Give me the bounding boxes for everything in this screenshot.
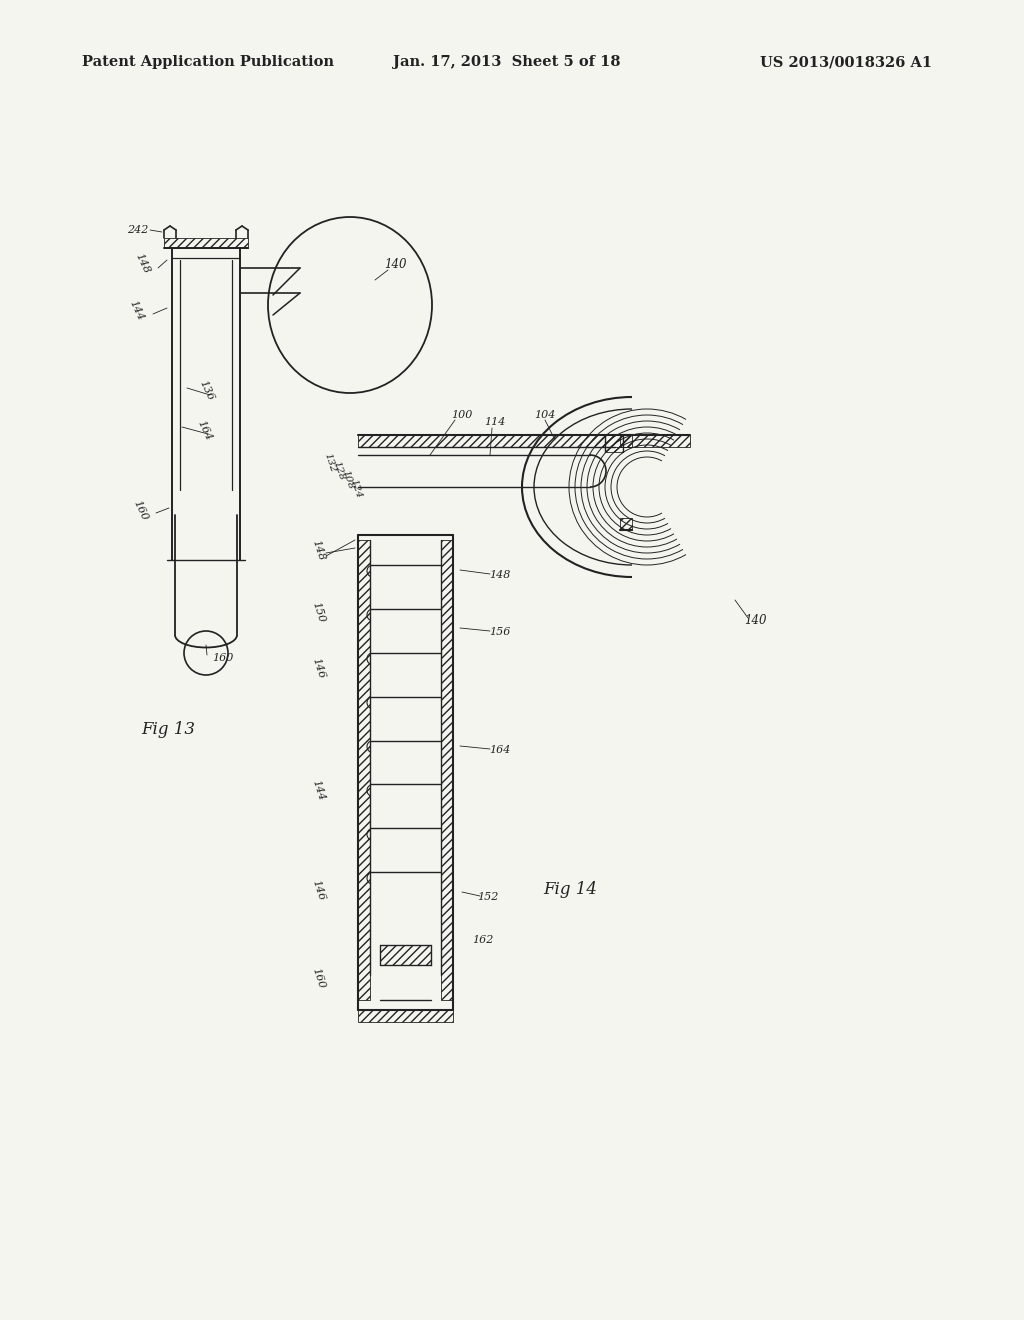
Text: 160: 160 (212, 653, 233, 663)
Text: 144: 144 (310, 779, 326, 801)
Text: 140: 140 (384, 259, 407, 272)
Text: 164: 164 (489, 744, 511, 755)
Text: 146: 146 (310, 656, 326, 680)
Bar (358, 436, 690, 447)
Text: 128: 128 (332, 461, 346, 482)
Text: US 2013/0018326 A1: US 2013/0018326 A1 (760, 55, 932, 69)
Text: 108: 108 (341, 469, 355, 491)
Text: 114: 114 (484, 417, 506, 426)
Text: 242: 242 (127, 224, 148, 235)
Text: 148: 148 (310, 539, 326, 562)
Bar (380, 945, 431, 965)
Text: 124: 124 (348, 478, 364, 500)
Bar (358, 1010, 453, 1022)
Text: 144: 144 (128, 298, 146, 322)
Bar (605, 436, 623, 451)
Text: 150: 150 (310, 601, 326, 624)
Text: 160: 160 (132, 498, 150, 521)
Text: 146: 146 (310, 878, 326, 902)
Text: 156: 156 (489, 627, 511, 638)
Bar (441, 540, 453, 1001)
Text: 104: 104 (535, 411, 556, 420)
Text: 162: 162 (472, 935, 494, 945)
Text: 164: 164 (195, 418, 213, 442)
Text: 136: 136 (197, 379, 215, 401)
Bar (620, 436, 632, 447)
Text: 140: 140 (743, 614, 766, 627)
Text: Patent Application Publication: Patent Application Publication (82, 55, 334, 69)
Text: 152: 152 (477, 892, 499, 902)
Text: Fig 14: Fig 14 (543, 882, 597, 899)
Text: 100: 100 (452, 411, 473, 420)
Text: Jan. 17, 2013  Sheet 5 of 18: Jan. 17, 2013 Sheet 5 of 18 (393, 55, 621, 69)
Text: 160: 160 (310, 966, 326, 990)
Text: Fig 13: Fig 13 (141, 722, 195, 738)
Bar (620, 517, 632, 531)
Text: 132: 132 (323, 453, 337, 474)
Text: 148: 148 (489, 570, 511, 579)
Text: 148: 148 (134, 251, 152, 275)
Bar (164, 238, 248, 248)
Bar (358, 540, 370, 1001)
